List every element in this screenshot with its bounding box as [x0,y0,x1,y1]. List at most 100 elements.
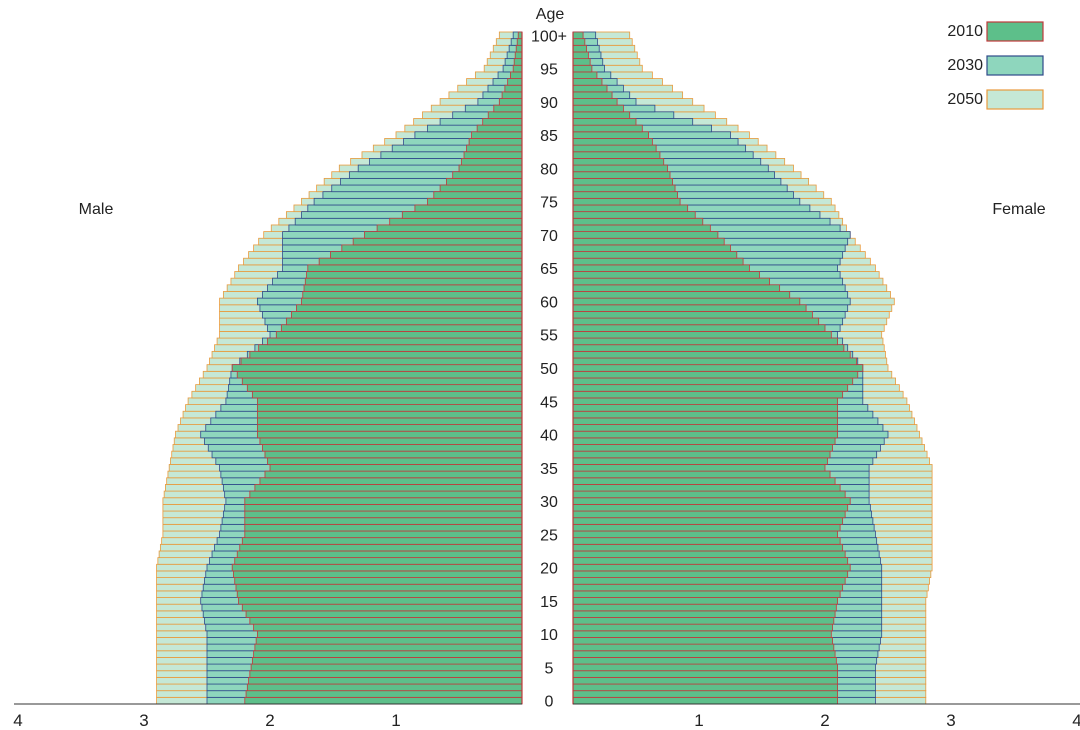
bar-female-2010-age-14 [572,603,837,612]
bar-male-2010-age-42 [256,417,523,425]
legend-label-2050: 2050 [947,91,983,108]
bar-male-2010-age-18 [234,577,523,585]
bar-male-2010-age-2 [246,683,523,692]
bar-male-2010-age-33 [259,477,523,485]
bar-female-2010-age-80 [572,164,668,173]
bar-male-2010-age-50 [231,364,523,372]
age-tick-25: 25 [540,527,558,544]
bar-female-2010-age-47 [572,384,849,392]
bar-female-2010-age-41 [572,424,839,432]
bar-male-2010-age-90 [498,98,523,106]
bar-female-2010-age-88 [572,111,631,119]
bar-male-2010-age-34 [264,470,523,479]
bar-male-2010-age-63 [304,277,523,286]
age-tick-10: 10 [540,627,558,644]
bar-female-2010-age-7 [572,650,836,658]
bar-female-2010-age-32 [572,484,841,492]
bar-female-2010-age-43 [572,410,839,419]
bar-female-2010-age-63 [572,277,770,286]
bar-male-2010-age-78 [445,177,523,186]
age-tick-40: 40 [540,428,558,445]
bar-male-2010-age-22 [236,550,523,559]
bar-female-2010-age-9 [572,637,833,645]
bar-male-2010-age-52 [249,350,523,359]
bar-female-2010-age-74 [572,204,689,213]
bar-female-2010-age-21 [572,557,849,565]
bar-female-2010-age-87 [572,118,637,126]
bar-male-2010-age-3 [248,676,523,685]
bar-female-2010-age-67 [572,251,738,259]
bar-male-2010-age-84 [468,138,523,146]
bar-male-2010-age-75 [427,197,523,206]
bar-male-2010-age-60 [301,297,523,306]
bar-female-2010-age-39 [572,437,836,445]
bar-male-2010-age-76 [433,191,523,199]
bar-female-2010-age-5 [572,663,839,672]
bar-male-2010-age-48 [241,377,523,386]
bar-female-2010-age-71 [572,224,711,232]
bar-female-2010-age-50 [572,364,864,372]
bar-male-2010-age-21 [234,557,523,565]
x-tick-female-2: 2 [820,711,829,730]
bar-female-2010-age-66 [572,257,744,266]
legend-swatch-2010 [986,21,1044,42]
bar-male-2010-age-47 [246,384,523,392]
x-tick-female-1: 1 [694,711,703,730]
bar-female-2010-age-46 [572,390,844,399]
age-tick-70: 70 [540,228,558,245]
bar-female-2010-age-55 [572,331,832,339]
bar-female-2010-age-100 [572,31,584,40]
bar-male-2010-age-88 [487,111,523,119]
bar-female-2010-age-83 [572,144,657,153]
bar-male-2010-age-81 [461,158,523,166]
x-tick-female-4: 4 [1072,711,1080,730]
bar-male-2010-age-15 [238,597,523,605]
bar-male-2010-age-56 [280,324,523,332]
bar-male-2010-age-95 [512,64,523,73]
bar-male-2010-age-1 [245,690,523,698]
bar-male-2010-age-85 [471,131,523,139]
age-tick-50: 50 [540,361,558,378]
bar-female-2010-age-54 [572,337,839,346]
age-tick-65: 65 [540,261,558,278]
bar-female-2010-age-98 [572,44,588,53]
bar-female-2010-age-18 [572,577,846,585]
legend: 2010 2030 2050 [947,21,1044,110]
bar-male-2010-age-13 [245,610,523,618]
x-tick-male-2: 2 [265,711,274,730]
bar-male-2010-age-57 [285,317,523,326]
bar-male-2010-age-87 [482,118,523,126]
bar-female-2010-age-30 [572,497,851,505]
bar-female-2010-age-61 [572,291,791,299]
bar-male-2010-age-39 [259,437,523,445]
bar-female-2010-age-68 [572,244,731,252]
bar-female-2010-age-16 [572,590,841,598]
bar-male-2010-age-77 [439,184,523,193]
bar-female-2010-age-24 [572,537,841,545]
age-tick-55: 55 [540,328,558,345]
bar-male-2010-age-32 [254,484,523,492]
bar-male-2010-age-72 [389,217,523,226]
bar-female-2010-age-73 [572,211,696,219]
bar-male-2010-age-10 [256,630,523,638]
bar-female-2010-age-23 [572,543,844,552]
bar-female-2010-age-49 [572,370,859,379]
bar-male-2010-age-28 [244,510,523,519]
bar-male-2010-age-49 [236,370,523,379]
bar-female-2010-age-4 [572,670,839,678]
bar-female-2010-age-76 [572,191,678,199]
age-tick-30: 30 [540,494,558,511]
bar-female-2010-age-92 [572,84,608,93]
bar-male-2010-age-37 [264,450,523,459]
bar-female-2010-age-78 [572,177,673,186]
bar-female-2010-age-19 [572,570,849,578]
bar-female-2010-age-1 [572,690,839,698]
bar-female-2010-age-81 [572,158,665,166]
bar-male-2010-age-14 [241,603,523,612]
bar-female-2010-age-99 [572,38,586,46]
bar-male-2010-age-8 [254,643,523,652]
bar-female-2010-age-82 [572,151,661,159]
bar-male-2010-age-82 [463,151,523,159]
bar-female-2010-age-13 [572,610,836,618]
